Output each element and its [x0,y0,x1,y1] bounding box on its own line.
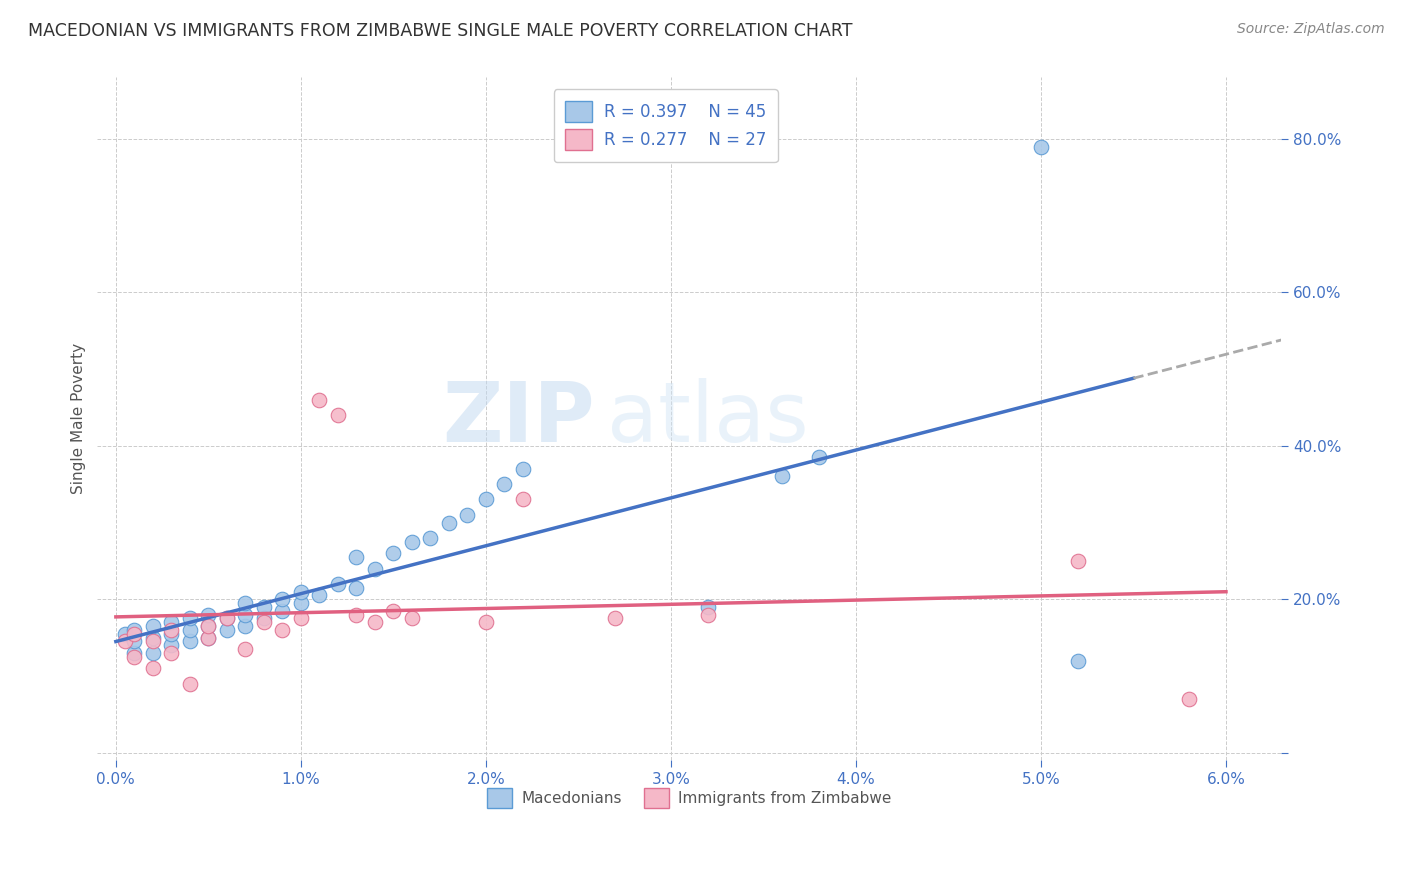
Point [179,623,201,637]
Point [494,477,516,491]
Point [605,611,627,625]
Point [114,634,136,648]
Point [1067,554,1090,568]
Point [142,661,165,675]
Point [160,615,183,630]
Point [456,508,478,522]
Point [142,634,165,648]
Point [160,638,183,652]
Point [696,607,718,622]
Point [401,611,423,625]
Point [770,469,793,483]
Text: MACEDONIAN VS IMMIGRANTS FROM ZIMBABWE SINGLE MALE POVERTY CORRELATION CHART: MACEDONIAN VS IMMIGRANTS FROM ZIMBABWE S… [28,22,852,40]
Point [475,492,498,507]
Point [344,581,367,595]
Point [807,450,830,465]
Point [215,611,238,625]
Point [197,619,219,633]
Point [197,631,219,645]
Point [1029,139,1052,153]
Point [364,615,387,630]
Point [271,604,294,618]
Legend: Macedonians, Immigrants from Zimbabwe: Macedonians, Immigrants from Zimbabwe [481,782,897,814]
Point [142,646,165,660]
Point [197,631,219,645]
Point [253,599,276,614]
Point [290,596,312,610]
Point [344,549,367,564]
Point [179,676,201,690]
Point [235,596,257,610]
Point [364,561,387,575]
Point [142,631,165,645]
Point [344,607,367,622]
Text: ZIP: ZIP [443,378,595,459]
Point [235,607,257,622]
Point [124,649,146,664]
Y-axis label: Single Male Poverty: Single Male Poverty [72,343,86,494]
Point [235,642,257,657]
Point [235,619,257,633]
Point [437,516,460,530]
Point [124,623,146,637]
Point [382,604,405,618]
Point [271,592,294,607]
Point [160,627,183,641]
Point [326,408,349,422]
Point [696,599,718,614]
Point [160,646,183,660]
Point [512,462,534,476]
Point [475,615,498,630]
Point [179,634,201,648]
Point [401,534,423,549]
Point [253,615,276,630]
Point [124,634,146,648]
Point [308,588,330,602]
Point [512,492,534,507]
Point [124,627,146,641]
Point [114,627,136,641]
Point [290,611,312,625]
Point [215,623,238,637]
Point [290,584,312,599]
Point [419,531,441,545]
Point [215,611,238,625]
Point [1067,654,1090,668]
Point [1178,692,1201,706]
Point [142,619,165,633]
Text: atlas: atlas [606,378,808,459]
Point [179,611,201,625]
Text: Source: ZipAtlas.com: Source: ZipAtlas.com [1237,22,1385,37]
Point [197,619,219,633]
Point [382,546,405,560]
Point [160,623,183,637]
Point [326,577,349,591]
Point [197,607,219,622]
Point [308,392,330,407]
Point [124,646,146,660]
Point [253,611,276,625]
Point [271,623,294,637]
